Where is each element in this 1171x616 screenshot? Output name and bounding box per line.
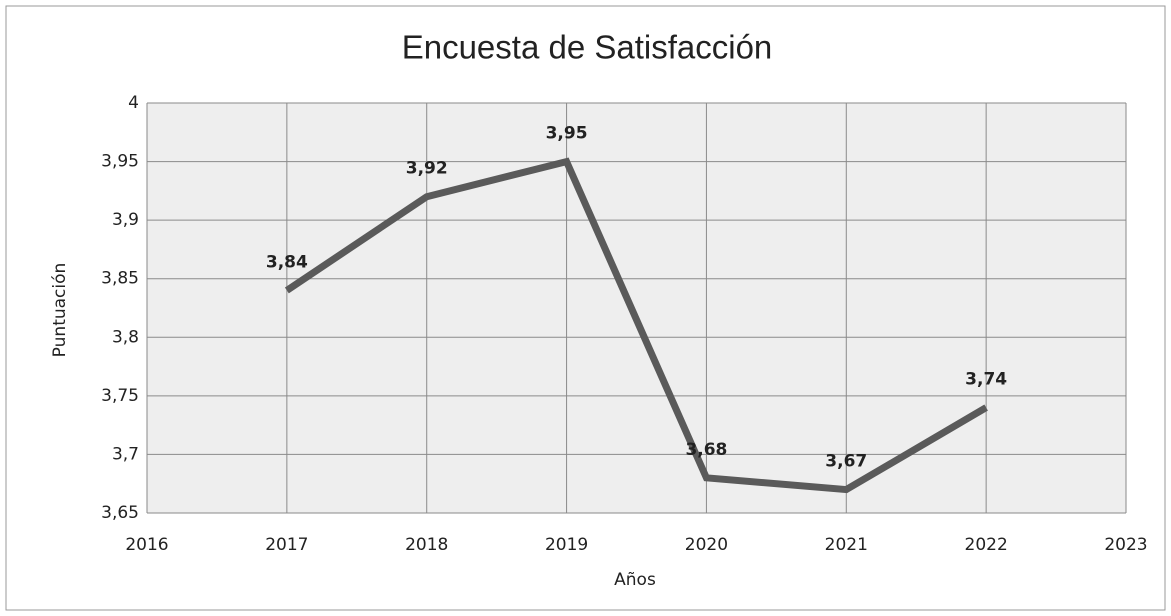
- y-tick-label: 3,85: [101, 269, 139, 289]
- y-tick-label: 3,8: [112, 327, 139, 347]
- y-tick-label: 4: [128, 93, 139, 113]
- data-label: 3,92: [406, 159, 448, 179]
- data-label: 3,74: [965, 370, 1007, 390]
- x-tick-label: 2021: [825, 535, 868, 555]
- x-tick-label: 2017: [265, 535, 308, 555]
- x-tick-label: 2016: [125, 535, 168, 555]
- x-tick-label: 2019: [545, 535, 588, 555]
- y-tick-label: 3,65: [101, 503, 139, 523]
- x-tick-label: 2020: [685, 535, 728, 555]
- y-tick-label: 3,75: [101, 386, 139, 406]
- data-label: 3,95: [546, 124, 588, 144]
- x-tick-label: 2018: [405, 535, 448, 555]
- y-tick-label: 3,7: [112, 444, 139, 464]
- y-tick-label: 3,95: [101, 152, 139, 172]
- data-label: 3,67: [825, 452, 867, 472]
- y-axis-label: Puntuación: [50, 263, 70, 358]
- chart-title: Encuesta de Satisfacción: [402, 29, 773, 66]
- data-line: [284, 157, 988, 494]
- data-label: 3,68: [685, 440, 727, 460]
- y-tick-label: 3,9: [112, 210, 139, 230]
- x-tick-label: 2023: [1104, 535, 1147, 555]
- data-label: 3,84: [266, 252, 308, 272]
- x-axis-label: Años: [614, 570, 656, 590]
- plot-area: [147, 103, 1126, 513]
- x-tick-label: 2022: [965, 535, 1008, 555]
